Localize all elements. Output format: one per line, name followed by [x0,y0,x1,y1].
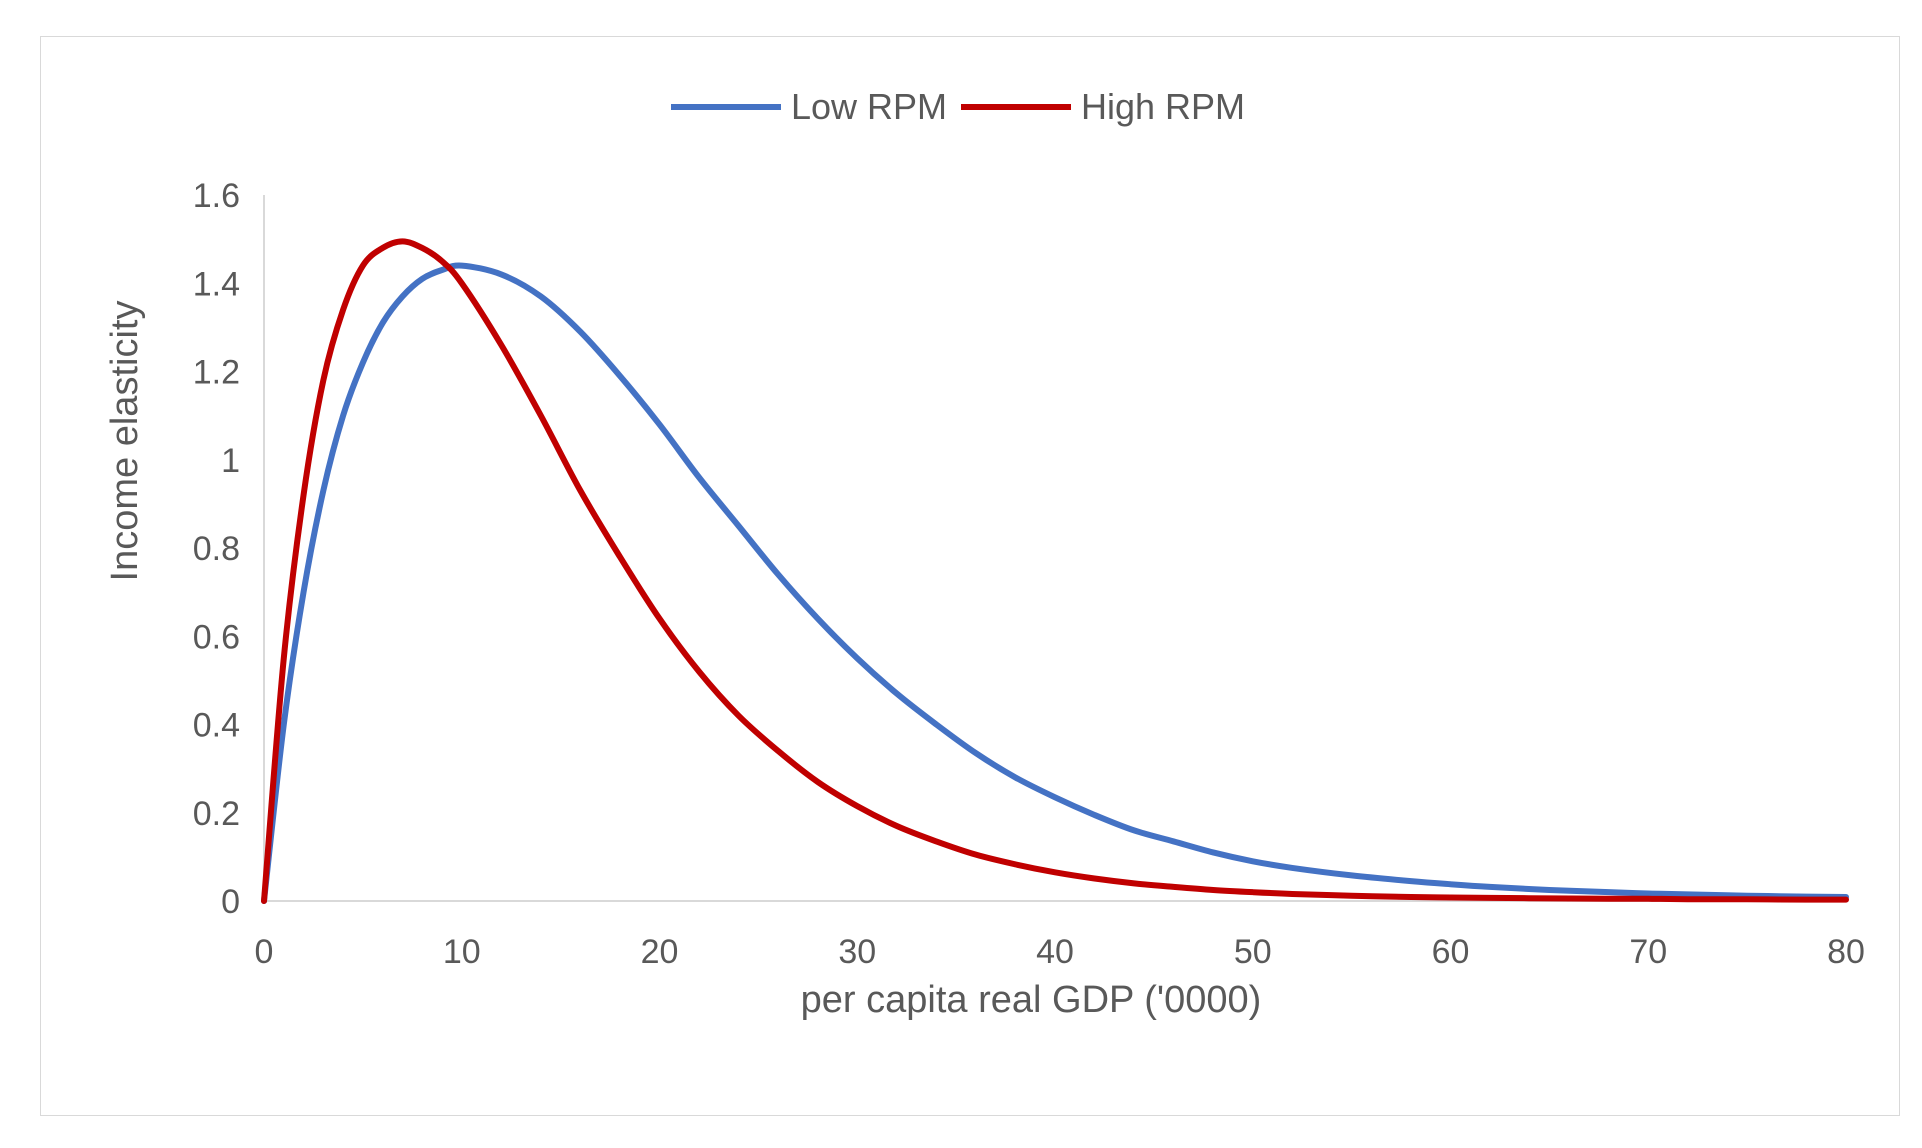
x-tick-label: 0 [255,933,274,971]
x-tick-label: 40 [1036,933,1074,971]
y-tick-label: 0.2 [193,795,240,833]
x-tick-label: 70 [1629,933,1667,971]
legend-label-high-rpm: High RPM [1081,86,1245,127]
y-tick-label: 1.4 [193,265,240,303]
y-tick-label: 0.4 [193,707,240,745]
x-tick-label: 20 [641,933,679,971]
x-tick-label: 80 [1827,933,1865,971]
series-line-low-rpm [261,262,1849,904]
y-axis-title: Income elasticity [104,301,146,582]
x-tick-label: 60 [1432,933,1470,971]
y-tick-label: 0.8 [193,530,240,568]
ticks: 0 0.2 0.4 0.6 0.8 1 1.2 1.4 1.6 0 10 20 30 40 50 60 70 80 [193,177,1865,971]
legend: Low RPM High RPM [671,86,1245,127]
x-tick-label: 50 [1234,933,1272,971]
chart-svg: Low RPM High RPM 0 0.2 0.4 0.6 0.8 1 1.2 1.4 1.6… [104,86,1865,1021]
y-tick-label: 1 [221,442,240,480]
legend-label-low-rpm: Low RPM [791,86,947,127]
y-tick-label: 0.6 [193,618,240,656]
y-tick-label: 1.2 [193,354,240,392]
chart-area: Low RPM High RPM 0 0.2 0.4 0.6 0.8 1 1.2 1.4 1.6… [40,36,1900,1116]
series-line-high-rpm [261,238,1849,904]
x-tick-label: 30 [838,933,876,971]
y-tick-label: 0 [221,883,240,921]
x-axis-title: per capita real GDP ('0000) [801,979,1262,1021]
y-tick-label: 1.6 [193,177,240,215]
series-lines [261,238,1849,904]
x-tick-label: 10 [443,933,481,971]
